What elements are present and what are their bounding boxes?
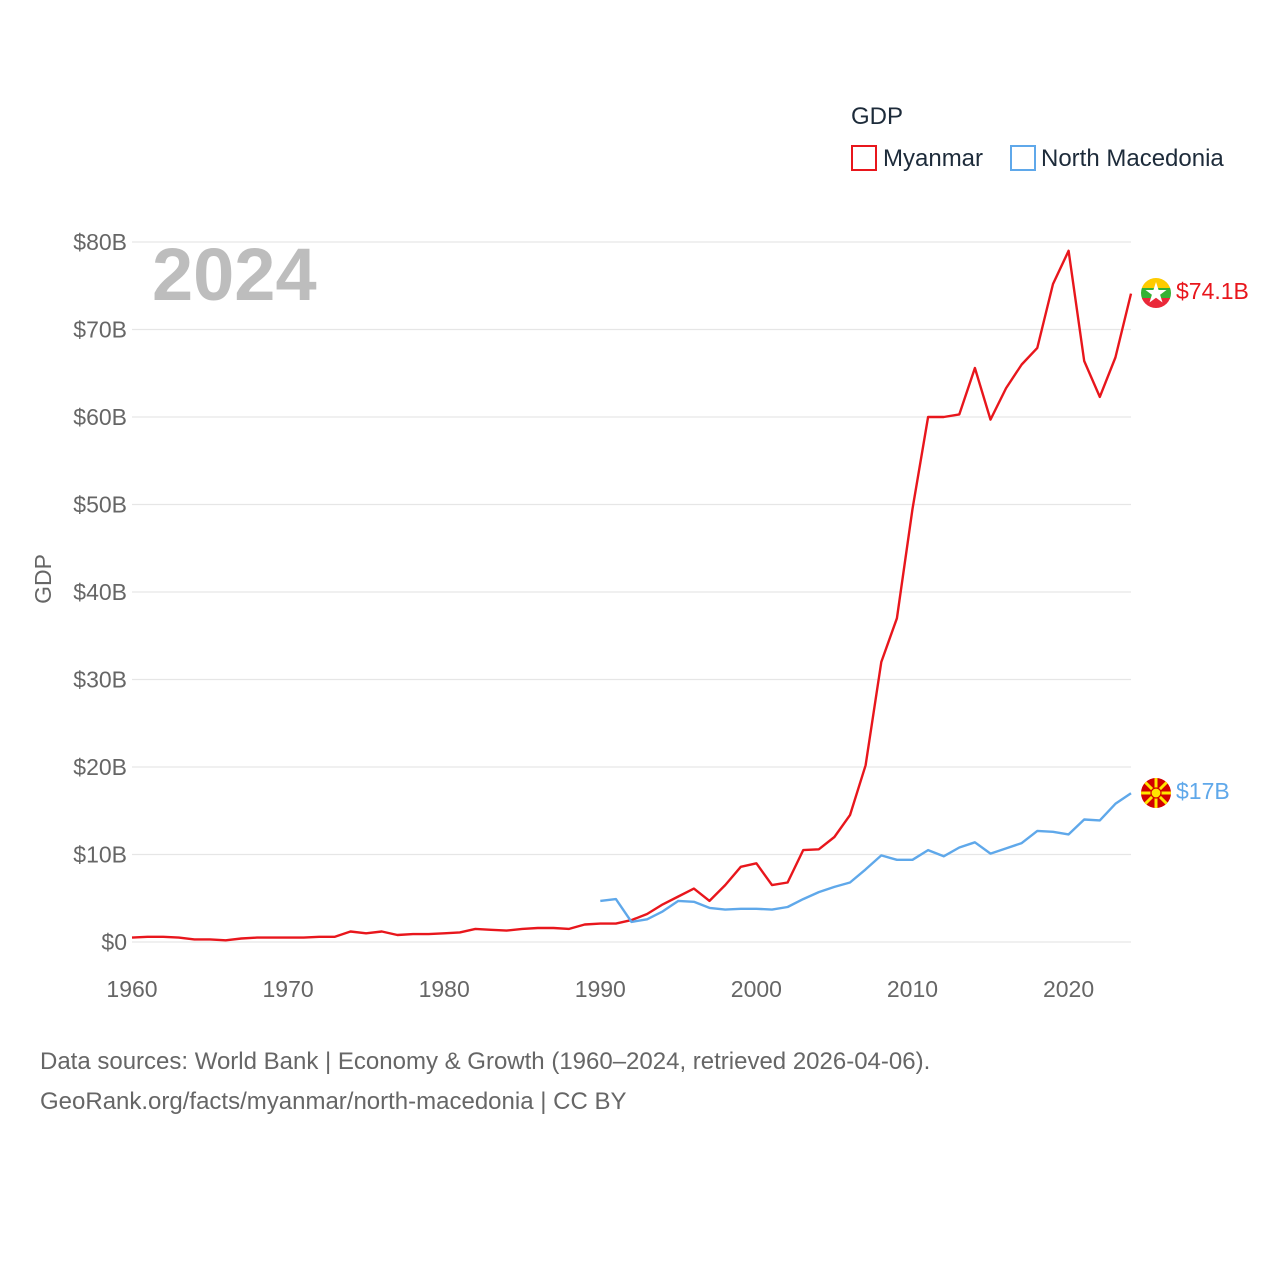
x-tick-label: 2000 <box>731 976 782 1002</box>
y-tick-label: $0 <box>101 929 127 955</box>
series-line-myanmar[interactable] <box>131 249 1133 942</box>
x-tick-label: 1990 <box>575 976 626 1002</box>
end-label-north-macedonia: $17B <box>1176 778 1230 804</box>
legend-swatch-north-macedonia[interactable] <box>1010 145 1036 171</box>
x-tick-label: 2010 <box>887 976 938 1002</box>
legend-title: GDP <box>851 103 903 130</box>
y-axis-ticks: $0 $10B $20B $30B $40B $50B $60B $70B $80B <box>73 229 127 955</box>
source-line-2[interactable]: GeoRank.org/facts/myanmar/north-macedoni… <box>40 1088 627 1115</box>
x-tick-label: 1960 <box>106 976 157 1002</box>
x-tick-label: 1980 <box>419 976 470 1002</box>
myanmar-flag-icon <box>1141 278 1171 308</box>
y-tick-label: $70B <box>73 317 127 343</box>
legend-swatch-myanmar[interactable] <box>851 145 877 171</box>
y-tick-label: $20B <box>73 754 127 780</box>
y-axis-title: GDP <box>30 554 56 604</box>
y-tick-label: $60B <box>73 404 127 430</box>
legend-label-north-macedonia[interactable]: North Macedonia <box>1041 145 1224 172</box>
year-label: 2024 <box>152 233 317 316</box>
gridlines <box>132 241 1131 943</box>
series-line-north-macedonia[interactable] <box>600 792 1132 924</box>
source-attribution: Data sources: World Bank | Economy & Gro… <box>40 1042 930 1122</box>
y-tick-label: $40B <box>73 579 127 605</box>
source-line-1: Data sources: World Bank | Economy & Gro… <box>40 1048 931 1075</box>
x-tick-label: 2020 <box>1043 976 1094 1002</box>
y-tick-label: $10B <box>73 842 127 868</box>
end-label-myanmar: $74.1B <box>1176 278 1249 304</box>
y-tick-label: $50B <box>73 492 127 518</box>
x-axis-ticks: 1960 1970 1980 1990 2000 2010 2020 <box>106 976 1094 1002</box>
gdp-line-chart: GDP Myanmar North Macedonia $0 $10B $20B $3… <box>30 103 1249 1002</box>
x-tick-label: 1970 <box>263 976 314 1002</box>
north-macedonia-flag-icon <box>1141 778 1171 808</box>
legend-label-myanmar[interactable]: Myanmar <box>883 145 983 172</box>
y-tick-label: $80B <box>73 229 127 255</box>
y-tick-label: $30B <box>73 667 127 693</box>
